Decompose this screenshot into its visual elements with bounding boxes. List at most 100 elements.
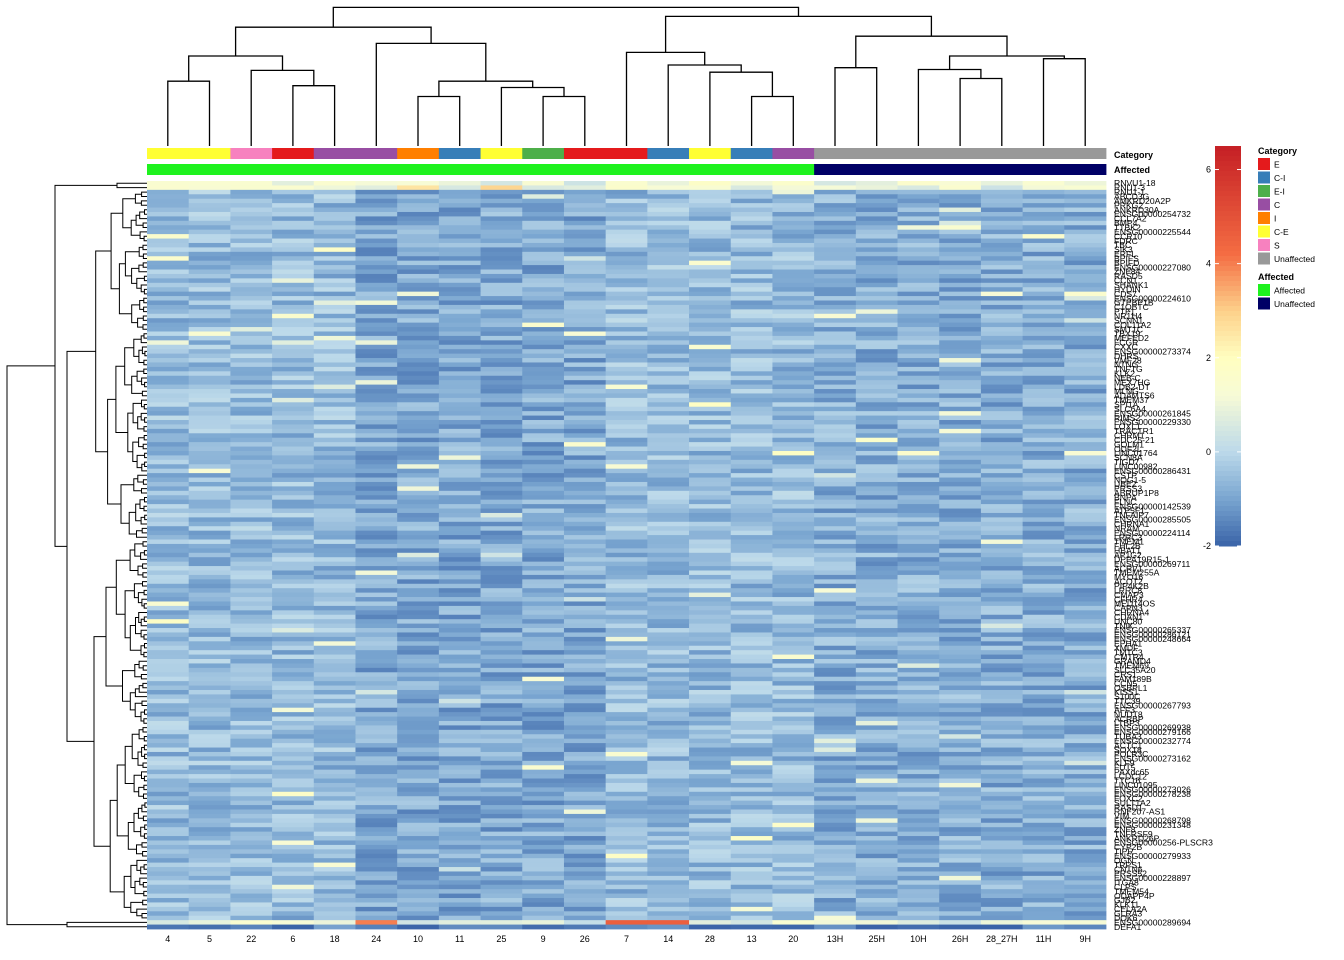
heatmap-cell xyxy=(522,278,565,284)
heatmap-cell xyxy=(772,406,815,412)
heatmap-cell xyxy=(355,844,398,850)
heatmap-cell xyxy=(939,747,982,753)
heatmap-cell xyxy=(147,313,190,319)
heatmap-cell xyxy=(230,437,273,443)
heatmap-cell xyxy=(1064,260,1107,266)
heatmap-cell xyxy=(1022,663,1065,669)
heatmap-cell xyxy=(772,619,815,625)
heatmap-cell xyxy=(772,659,815,664)
heatmap-cell xyxy=(897,712,940,717)
heatmap-cell xyxy=(980,247,1024,253)
heatmap-cell xyxy=(689,765,732,771)
heatmap-cell xyxy=(1022,473,1065,478)
heatmap-cell xyxy=(647,707,690,713)
heatmap-cell xyxy=(1022,734,1065,740)
heatmap-cell xyxy=(980,340,1024,346)
row-label: CELA2A xyxy=(1114,904,1147,914)
heatmap-cell xyxy=(438,889,481,894)
heatmap-cell xyxy=(480,486,523,492)
heatmap-cell xyxy=(313,561,356,567)
heatmap-cell xyxy=(438,220,481,226)
heatmap-cell xyxy=(522,805,565,810)
row-label: COL11A2 xyxy=(1114,320,1151,330)
heatmap-cell xyxy=(355,822,398,828)
heatmap-cell xyxy=(480,911,523,917)
heatmap-cell xyxy=(563,371,607,377)
heatmap-cell xyxy=(647,650,690,655)
heatmap-cell xyxy=(772,915,815,921)
heatmap-cell xyxy=(814,566,857,571)
heatmap-cell xyxy=(897,539,940,545)
heatmap-cell xyxy=(855,712,898,717)
heatmap-cell xyxy=(897,623,940,629)
heatmap-cell xyxy=(980,481,1024,487)
heatmap-cell xyxy=(272,778,315,784)
heatmap-cell xyxy=(897,880,940,886)
heatmap-cell xyxy=(647,667,690,673)
heatmap-cell xyxy=(188,756,231,762)
legend-label: E xyxy=(1274,160,1280,170)
heatmap-cell xyxy=(188,645,231,651)
color-scale-step xyxy=(1215,481,1241,487)
heatmap-cell xyxy=(480,450,523,456)
heatmap-cell xyxy=(647,535,690,540)
heatmap-cell xyxy=(188,366,231,372)
heatmap-cell xyxy=(897,366,940,372)
heatmap-cell xyxy=(647,747,690,753)
heatmap-cell xyxy=(272,181,315,186)
heatmap-cell xyxy=(563,566,607,571)
heatmap-cell xyxy=(647,570,690,576)
heatmap-cell xyxy=(730,898,773,903)
heatmap-cell xyxy=(563,428,607,434)
heatmap-cell xyxy=(730,778,773,784)
heatmap-cell xyxy=(939,548,982,554)
heatmap-cell xyxy=(1022,548,1065,554)
heatmap-cell xyxy=(980,769,1024,775)
heatmap-cell xyxy=(980,300,1024,306)
heatmap-cell xyxy=(939,716,982,722)
heatmap-cell xyxy=(313,880,356,886)
heatmap-cell xyxy=(730,570,773,576)
heatmap-cell xyxy=(355,712,398,717)
heatmap-cell xyxy=(772,358,815,363)
heatmap-cell xyxy=(188,340,231,346)
heatmap-cell xyxy=(772,548,815,554)
color-scale-step xyxy=(1215,146,1241,152)
heatmap-cell xyxy=(855,194,898,200)
heatmap-cell xyxy=(814,278,857,284)
heatmap-cell xyxy=(939,450,982,456)
row-label: TTC16 xyxy=(1114,776,1140,786)
heatmap-cell xyxy=(939,610,982,616)
heatmap-cell xyxy=(980,273,1024,279)
heatmap-cell xyxy=(563,477,607,483)
heatmap-cell xyxy=(147,247,190,253)
heatmap-cell xyxy=(230,296,273,301)
heatmap-cell xyxy=(397,499,440,505)
heatmap-cell xyxy=(438,473,481,478)
heatmap-cell xyxy=(230,468,273,474)
heatmap-cell xyxy=(647,712,690,717)
heatmap-cell xyxy=(772,880,815,886)
heatmap-cell xyxy=(897,579,940,585)
heatmap-cell xyxy=(897,862,940,868)
heatmap-cell xyxy=(397,473,440,478)
heatmap-cell xyxy=(188,915,231,921)
heatmap-cell xyxy=(647,349,690,355)
heatmap-cell xyxy=(1064,712,1107,717)
heatmap-cell xyxy=(1064,902,1107,908)
heatmap-cell xyxy=(730,371,773,377)
heatmap-cell xyxy=(1064,694,1107,700)
heatmap-cell xyxy=(438,424,481,430)
heatmap-cell xyxy=(480,756,523,762)
heatmap-cell xyxy=(605,486,648,492)
row-label: ENSG00000279933 xyxy=(1114,851,1191,861)
heatmap-cell xyxy=(730,415,773,421)
heatmap-cell xyxy=(730,588,773,594)
heatmap-cell xyxy=(605,552,648,558)
heatmap-cell xyxy=(230,561,273,567)
heatmap-cell xyxy=(438,468,481,474)
heatmap-cell xyxy=(647,251,690,257)
heatmap-cell xyxy=(563,273,607,279)
heatmap-cell xyxy=(313,893,356,899)
heatmap-cell xyxy=(563,849,607,855)
